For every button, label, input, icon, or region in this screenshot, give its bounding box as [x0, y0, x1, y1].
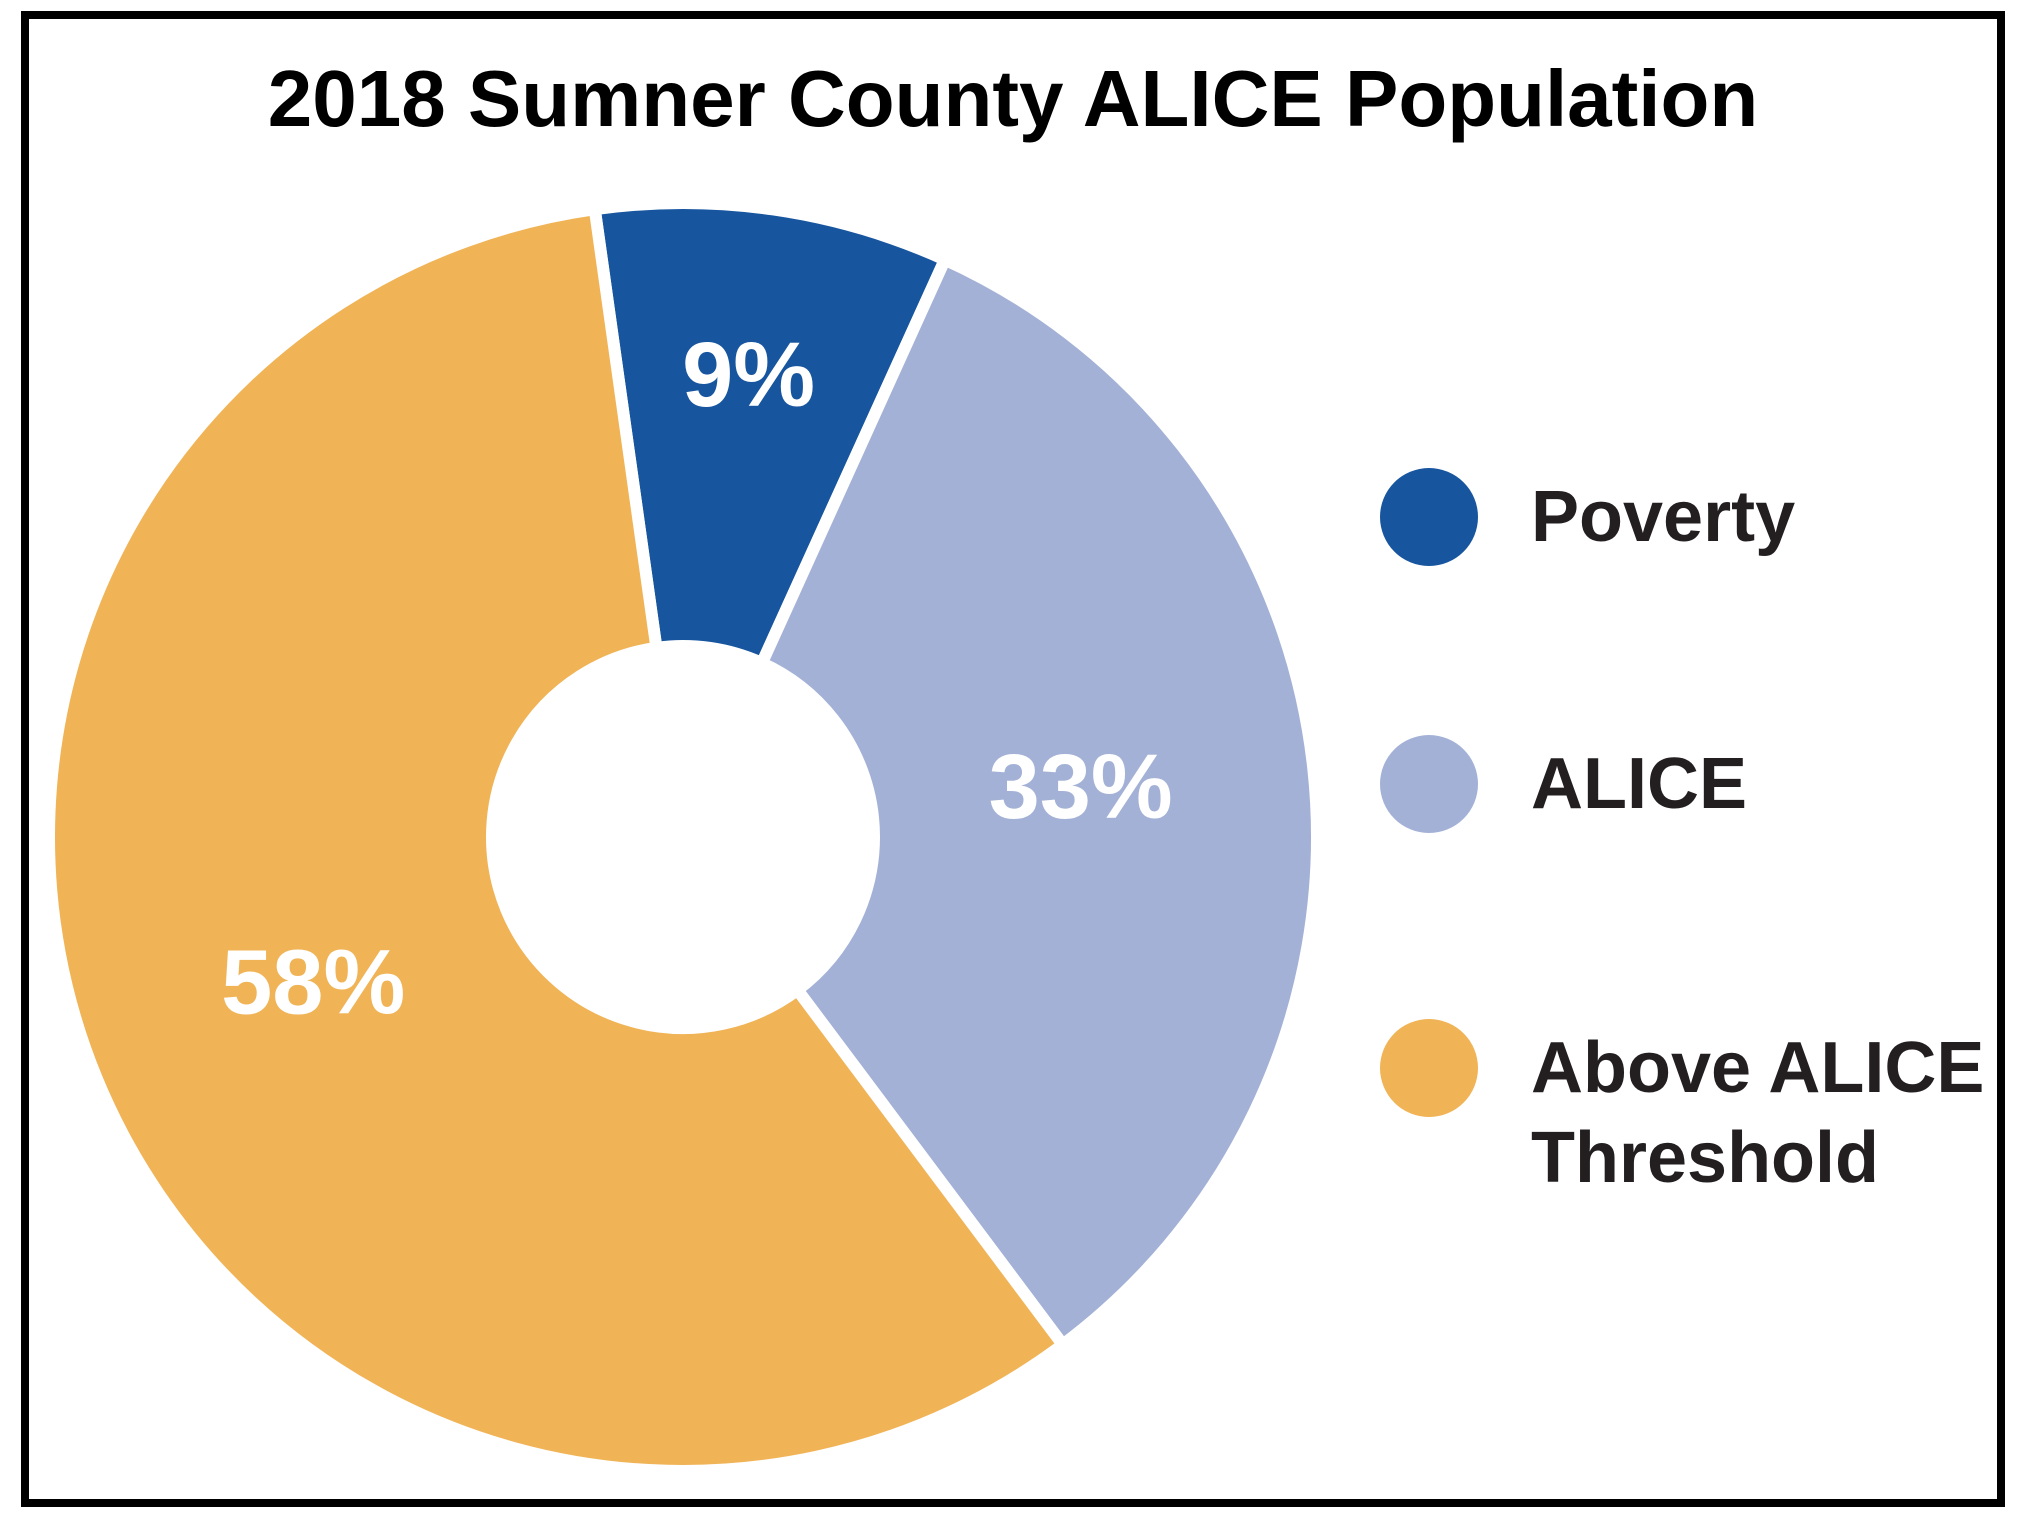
value-label: 33%	[989, 736, 1173, 838]
value-label: 9%	[682, 324, 815, 426]
legend-swatch	[1380, 468, 1478, 566]
legend-swatch	[1380, 1019, 1478, 1117]
legend-swatch	[1380, 735, 1478, 833]
legend-label: ALICE	[1531, 744, 1747, 824]
chart-title: 2018 Sumner County ALICE Population	[268, 54, 1759, 143]
slice	[587, 197, 953, 672]
frame	[21, 11, 2005, 1507]
slice	[753, 251, 1323, 1354]
slice	[43, 202, 1072, 1477]
legend-label: Poverty	[1531, 477, 1796, 557]
legend-label: Above ALICE Threshold	[1531, 1028, 1985, 1198]
value-label: 58%	[221, 932, 405, 1034]
